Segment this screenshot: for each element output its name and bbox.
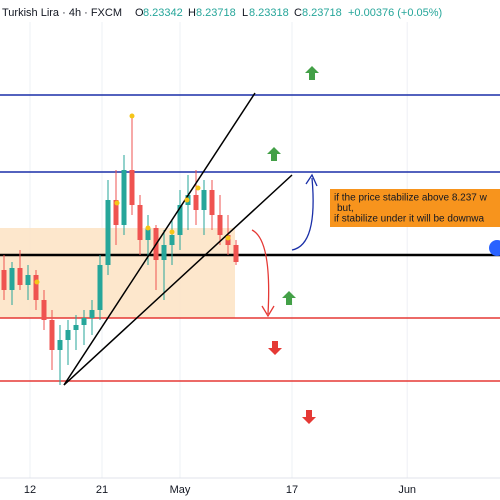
down-arrows [268,341,316,424]
candle-body [17,268,23,285]
x-tick-label: 12 [24,484,36,496]
candle-body [177,205,183,235]
candle-body [129,170,135,205]
x-tick-label: 21 [96,484,108,496]
curved-arrow [291,177,314,251]
candle-body [81,318,87,325]
candle-body [145,228,151,240]
annotation-box [330,189,500,227]
arrow-head [261,305,275,318]
candle-body [201,190,207,210]
candle-body [161,245,167,260]
candle-body [121,170,127,225]
candle-body [57,340,63,350]
annotation-line: but, [337,203,354,214]
trend-line [63,92,256,386]
candle-body [105,200,111,265]
annotation-line: if stabilize under it will be downwa [334,214,485,225]
candle-body [217,215,223,235]
candle-body [49,320,55,350]
arrow-head [305,173,318,187]
open-value: 8.23342 [143,7,183,19]
candle-body [113,200,119,225]
candle-body [97,265,103,310]
symbol: Turkish Lira · 4h · FXCM [2,7,122,19]
trend-line [63,174,293,386]
candle-body [41,300,47,320]
scroll-button[interactable] [489,240,500,256]
candle-body [25,275,31,285]
candle-body [73,325,79,330]
markers [34,113,231,285]
candle-body [233,245,239,262]
x-tick-label: May [170,484,191,496]
candle-body [1,270,7,290]
h-label: H [188,7,196,19]
close-value: 8.23718 [302,7,342,19]
annotation-line: if the price stabilize above 8.237 w [334,193,488,204]
candle-body [33,275,39,300]
candle-body [65,330,71,340]
candle-body [169,235,175,245]
low-value: 8.23318 [249,7,289,19]
l-label: L [242,7,248,19]
curved-arrow [251,229,270,315]
candle-body [137,205,143,240]
header-bg [0,0,500,22]
up-arrows [267,66,319,305]
high-value: 8.23718 [196,7,236,19]
candle-body [9,268,15,290]
c-label: C [294,7,302,19]
x-tick-label: 17 [286,484,298,496]
o-label: O [135,7,144,19]
x-tick-label: Jun [398,484,416,496]
change-value: +0.00376 (+0.05%) [348,7,442,19]
candle-body [89,310,95,318]
candle-body [193,195,199,210]
candle-body [209,190,215,215]
